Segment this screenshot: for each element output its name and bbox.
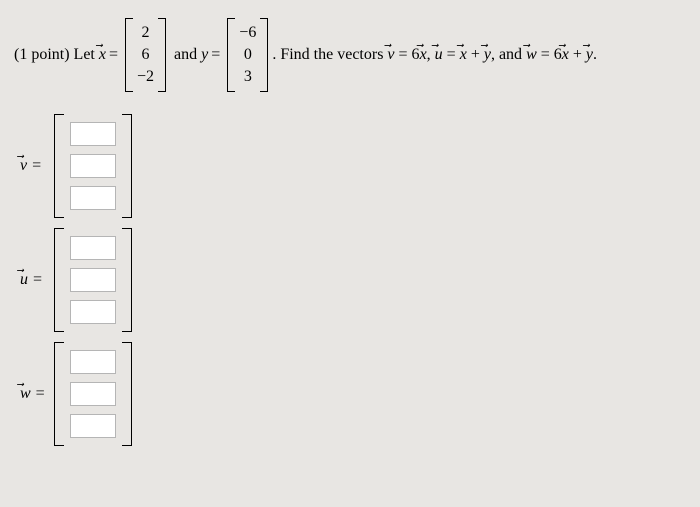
points-label: (1 point) (14, 46, 70, 64)
w-input-1[interactable] (70, 350, 116, 374)
w-answer-vector (54, 342, 132, 446)
x-vector-r2: 6 (142, 44, 150, 66)
v-answer-row: v = (20, 114, 686, 218)
find-text: . Find the vectors (272, 46, 383, 64)
v-label: v = (20, 157, 54, 175)
v-input-2[interactable] (70, 154, 116, 178)
u-input-1[interactable] (70, 236, 116, 260)
equals-sign-2: = (211, 46, 220, 64)
x-vector-r1: 2 (142, 22, 150, 44)
y-vector: −6 0 3 (227, 18, 268, 92)
u-definition: , u = x + y (427, 46, 491, 64)
v-answer-vector (54, 114, 132, 218)
problem-statement: (1 point) Let x = 2 6 −2 and y = −6 0 3 … (14, 18, 686, 92)
u-input-2[interactable] (70, 268, 116, 292)
y-vector-r2: 0 (244, 44, 252, 66)
equals-sign: = (109, 46, 118, 64)
y-vector-r1: −6 (239, 22, 256, 44)
w-input-3[interactable] (70, 414, 116, 438)
y-variable: y (201, 46, 208, 64)
v-input-3[interactable] (70, 186, 116, 210)
u-label: u = (20, 271, 54, 289)
v-input-1[interactable] (70, 122, 116, 146)
x-vector: 2 6 −2 (125, 18, 166, 92)
v-definition: v = 6x (383, 46, 426, 64)
y-vector-r3: 3 (244, 66, 252, 88)
x-variable: x (99, 46, 106, 64)
u-answer-row: u = (20, 228, 686, 332)
and-label: and (170, 46, 201, 64)
w-label: w = (20, 385, 54, 403)
u-answer-vector (54, 228, 132, 332)
w-definition: , and w = 6x + y. (491, 46, 597, 64)
let-label: Let (70, 46, 99, 64)
x-vector-r3: −2 (137, 66, 154, 88)
w-answer-row: w = (20, 342, 686, 446)
u-input-3[interactable] (70, 300, 116, 324)
w-input-2[interactable] (70, 382, 116, 406)
